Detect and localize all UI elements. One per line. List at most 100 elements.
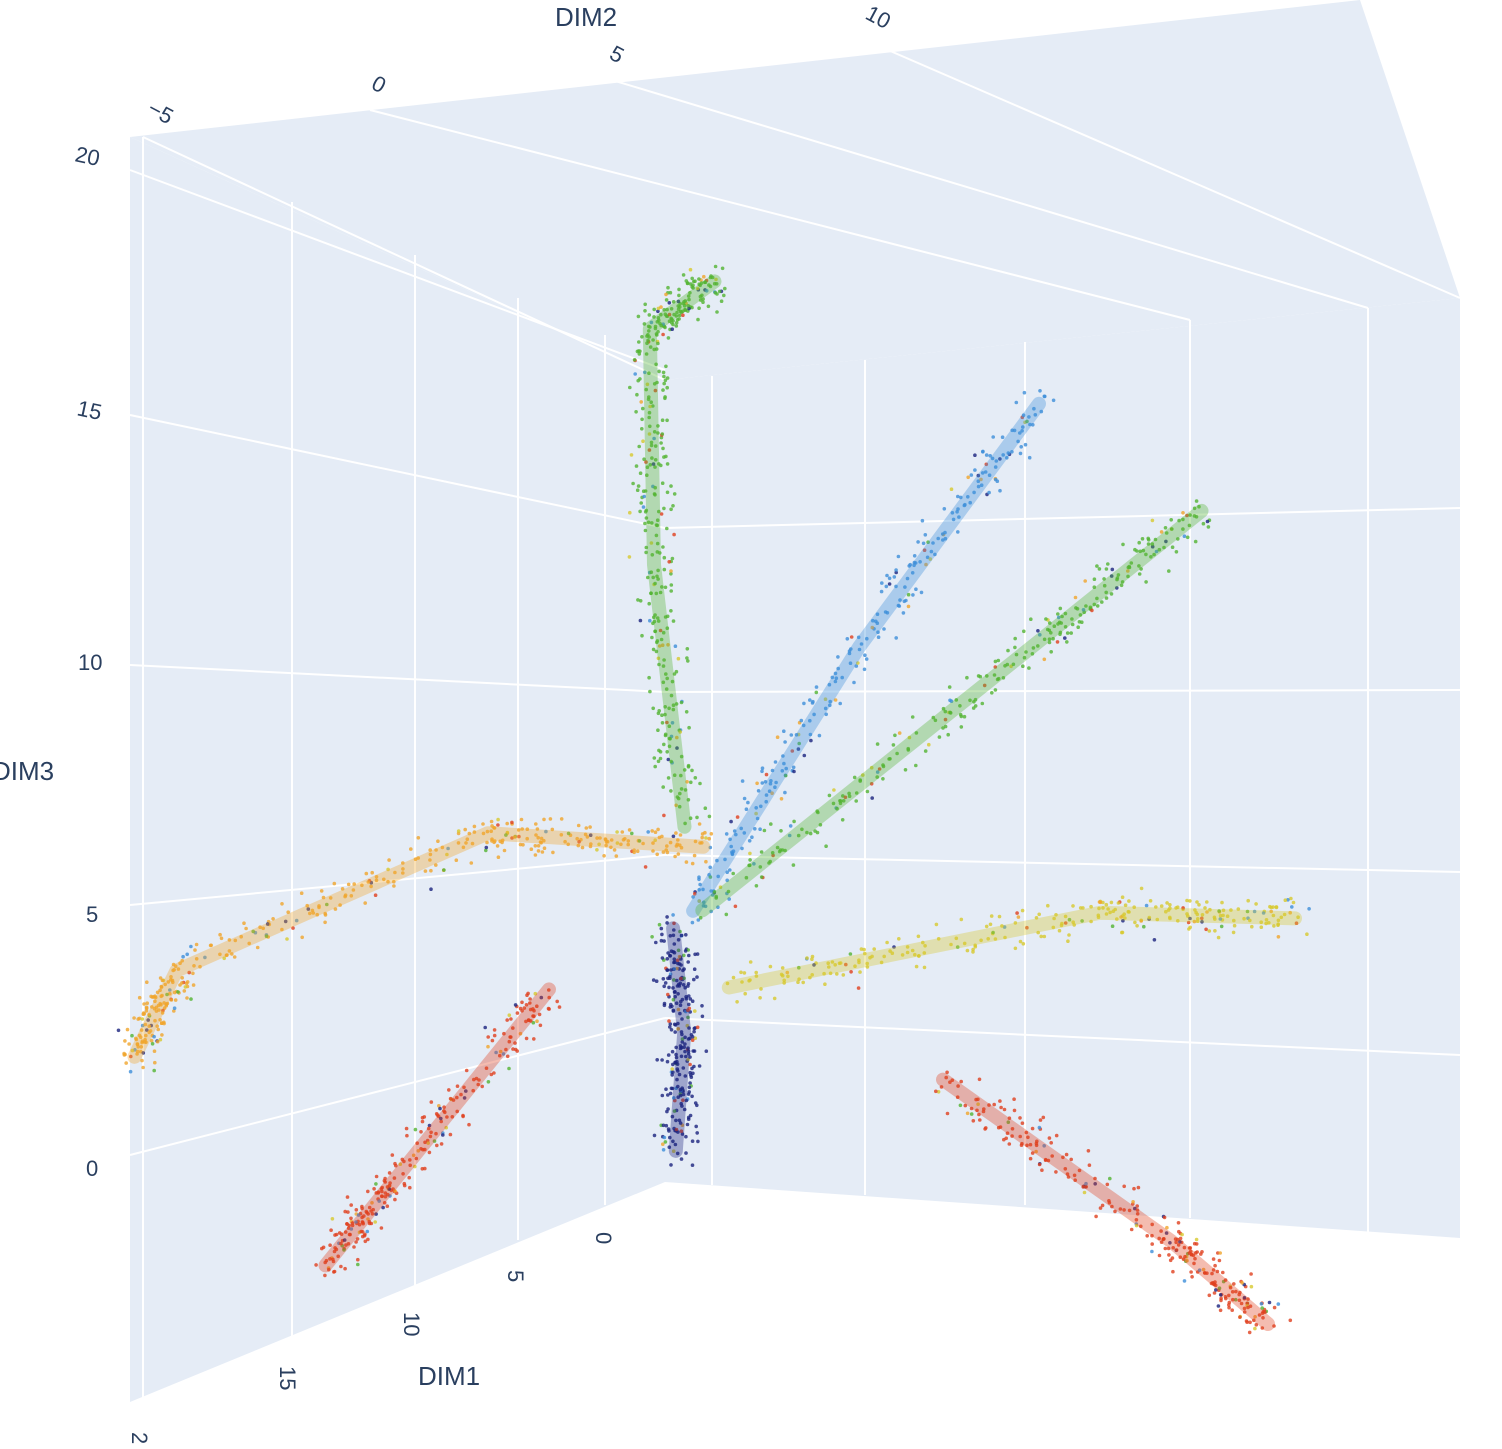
data-point: [644, 460, 648, 464]
data-point: [657, 644, 662, 648]
data-point: [1140, 537, 1145, 541]
data-point: [1095, 564, 1099, 568]
data-point: [849, 635, 854, 639]
data-point: [467, 831, 472, 836]
data-point: [150, 1042, 155, 1046]
data-point: [1031, 423, 1035, 427]
data-point: [675, 1067, 680, 1071]
data-point: [423, 1147, 427, 1152]
data-point: [685, 1122, 690, 1127]
data-point: [864, 657, 869, 661]
data-point: [183, 985, 188, 989]
data-point: [507, 1013, 512, 1017]
data-point: [330, 1217, 335, 1221]
data-point: [739, 826, 743, 831]
data-point: [1066, 1175, 1071, 1179]
data-point: [436, 839, 440, 843]
data-point: [628, 510, 632, 515]
data-point: [390, 1153, 395, 1157]
data-point: [782, 729, 786, 733]
data-point: [439, 1116, 443, 1121]
data-point: [1052, 916, 1056, 921]
data-point: [747, 839, 752, 843]
data-point: [1115, 586, 1119, 590]
data-point: [386, 867, 390, 872]
data-point: [979, 938, 983, 943]
data-point: [1231, 930, 1236, 935]
data-point: [655, 1058, 659, 1062]
data-point: [677, 287, 681, 292]
data-point: [669, 759, 673, 764]
data-point: [662, 742, 666, 747]
data-point: [153, 1060, 157, 1065]
data-point: [980, 471, 985, 475]
data-point: [551, 850, 555, 855]
data-point: [1135, 1208, 1140, 1212]
data-point: [1102, 583, 1107, 588]
data-point: [588, 833, 593, 837]
data-point: [906, 748, 911, 752]
data-point: [668, 974, 672, 979]
data-point: [921, 541, 926, 546]
data-point: [280, 927, 284, 932]
data-point: [933, 718, 938, 723]
data-point: [1101, 906, 1105, 910]
data-point: [943, 709, 948, 714]
data-point: [1100, 1203, 1105, 1208]
data-point: [428, 848, 433, 852]
data-point: [663, 325, 667, 330]
data-point: [810, 957, 814, 961]
data-point: [669, 609, 673, 613]
data-point: [660, 585, 664, 589]
data-point: [708, 845, 713, 850]
data-point: [672, 312, 676, 317]
data-point: [1210, 1271, 1214, 1276]
data-point: [660, 1093, 665, 1098]
data-point: [816, 810, 820, 815]
data-point: [996, 1125, 1001, 1130]
data-point: [723, 857, 727, 862]
data-point: [128, 1069, 133, 1074]
data-point: [665, 844, 669, 848]
data-point: [1228, 1285, 1233, 1290]
data-point: [314, 1263, 318, 1267]
data-point: [1164, 539, 1168, 544]
data-point: [730, 851, 735, 856]
data-point: [808, 975, 812, 980]
data-point: [668, 1022, 673, 1026]
data-point: [1276, 1302, 1281, 1306]
z-tick-label: 15: [75, 395, 104, 425]
data-point: [658, 590, 663, 595]
data-point: [854, 664, 859, 668]
data-point: [742, 831, 747, 835]
data-point: [686, 1052, 691, 1056]
data-point: [1126, 909, 1131, 914]
data-point: [338, 903, 342, 907]
data-point: [429, 868, 433, 873]
data-point: [504, 1047, 508, 1052]
data-point: [546, 1006, 551, 1011]
data-point: [1069, 631, 1073, 635]
data-point: [143, 1022, 148, 1027]
data-point: [1132, 905, 1136, 909]
data-point: [988, 922, 993, 927]
data-point: [595, 836, 599, 840]
data-point: [659, 323, 663, 328]
data-point: [661, 1148, 666, 1152]
data-point: [394, 1163, 398, 1168]
data-point: [1030, 652, 1035, 656]
data-point: [786, 974, 790, 979]
data-point: [349, 894, 354, 898]
data-point: [348, 1232, 352, 1237]
data-point: [1006, 451, 1011, 455]
data-point: [654, 649, 659, 654]
data-point: [1168, 916, 1172, 921]
data-point: [808, 718, 812, 723]
data-point: [697, 277, 701, 281]
data-point: [160, 978, 165, 983]
data-point: [1106, 907, 1110, 911]
data-point: [439, 1142, 444, 1146]
data-point: [679, 700, 684, 705]
